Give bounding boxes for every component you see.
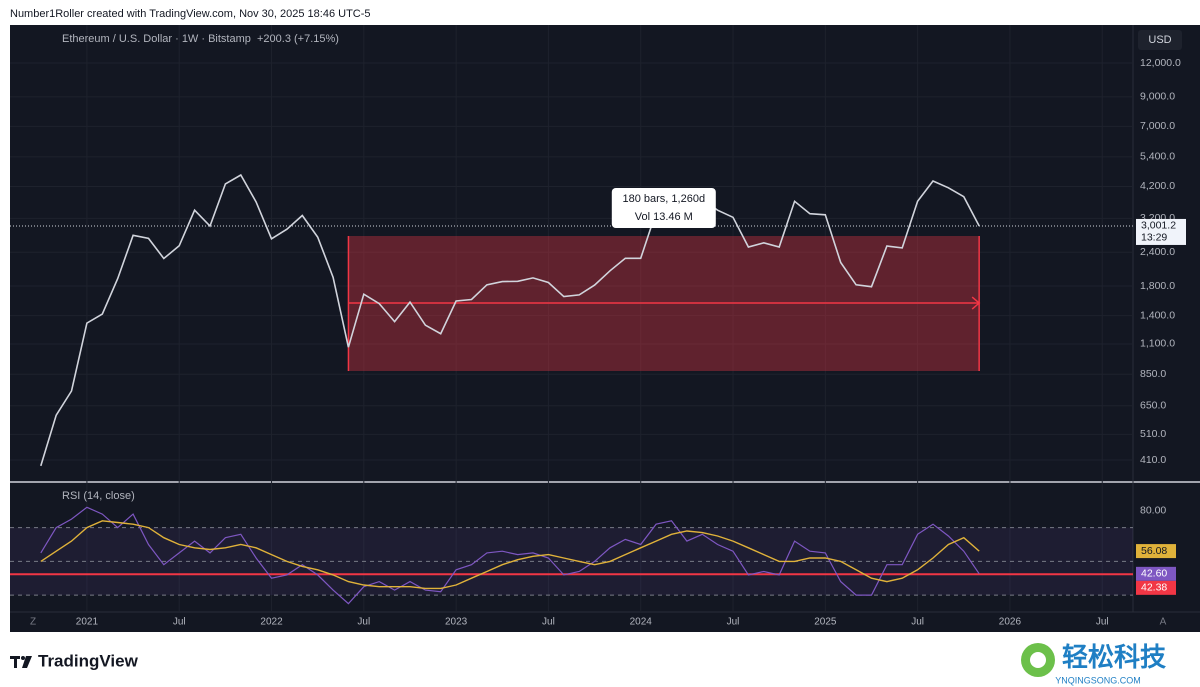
- x-tick-label: 2024: [630, 617, 653, 628]
- zoom-button[interactable]: Z: [30, 617, 36, 628]
- series-line: [40, 173, 980, 467]
- logo-part: [21, 656, 25, 660]
- axis-value-box: [1136, 566, 1176, 581]
- y-tick-label: 9,000.0: [1140, 91, 1175, 103]
- y-tick-label: 1,800.0: [1140, 280, 1175, 292]
- last-price: 3,001.2: [1141, 220, 1176, 232]
- axis-value-label: 56.08: [1141, 545, 1167, 557]
- x-tick-label: 2023: [445, 617, 468, 628]
- currency-button[interactable]: [1138, 30, 1182, 50]
- series-line: [40, 506, 980, 605]
- y-tick-label: 80.00: [1140, 504, 1166, 516]
- axis-value-label: 42.38: [1141, 582, 1167, 594]
- axis-value-label: 42.60: [1141, 568, 1167, 580]
- measure-bars: 180 bars, 1,260d: [623, 193, 706, 205]
- axis-value-box: [1136, 544, 1176, 559]
- y-tick-label: 1,100.0: [1140, 338, 1175, 350]
- x-tick-label: 2025: [814, 617, 837, 628]
- x-tick-label: Jul: [911, 617, 924, 628]
- y-tick-label: 1,400.0: [1140, 309, 1175, 321]
- currency[interactable]: USD: [1148, 34, 1171, 46]
- y-tick-label: 510.0: [1140, 428, 1166, 440]
- price-change: +200.3 (+7.15%): [257, 33, 339, 45]
- brand-logo: [10, 656, 32, 668]
- watermark-logo: [1030, 652, 1046, 668]
- x-tick-label: Jul: [727, 617, 740, 628]
- axis-value-box: [1136, 580, 1176, 595]
- y-tick-label: 7,000.0: [1140, 120, 1175, 132]
- grid: [10, 25, 1133, 612]
- countdown: 13:29: [1141, 232, 1167, 244]
- attribution: Number1Roller created with TradingView.c…: [10, 8, 371, 20]
- logo-part: [14, 656, 17, 668]
- auto-button[interactable]: A: [1160, 617, 1167, 628]
- x-tick-label: 2021: [76, 617, 99, 628]
- x-tick-label: Jul: [357, 617, 370, 628]
- symbol-title: Ethereum / U.S. Dollar · 1W · Bitstamp: [62, 33, 251, 45]
- y-tick-label: 410.0: [1140, 454, 1166, 466]
- price-axis: [1133, 25, 1200, 612]
- watermark: 轻松科技: [1062, 642, 1166, 672]
- x-tick-label: Jul: [173, 617, 186, 628]
- plot: [10, 173, 1133, 605]
- y-tick-label: 12,000.0: [1140, 57, 1181, 69]
- x-tick-label: 2022: [260, 617, 283, 628]
- y-tick-label: 5,400.0: [1140, 151, 1175, 163]
- arrow-head: [971, 296, 981, 310]
- measure-volume: Vol 13.46 M: [635, 211, 693, 223]
- x-tick-label: Jul: [542, 617, 555, 628]
- brand: TradingView: [38, 651, 139, 670]
- series-line: [40, 520, 980, 590]
- y-tick-label: 850.0: [1140, 368, 1166, 380]
- y-tick-label: 650.0: [1140, 400, 1166, 412]
- watermark-url: YNQINGSONG.COM: [1055, 675, 1141, 685]
- x-tick-label: Jul: [1096, 617, 1109, 628]
- last-price-box: [1136, 218, 1186, 245]
- y-tick-label: 4,200.0: [1140, 180, 1175, 192]
- measure-tooltip: [611, 188, 716, 229]
- y-tick-label: 2,400.0: [1140, 246, 1175, 258]
- rsi-title: RSI (14, close): [62, 490, 135, 502]
- x-tick-label: 2026: [999, 617, 1022, 628]
- logo-part: [22, 656, 32, 668]
